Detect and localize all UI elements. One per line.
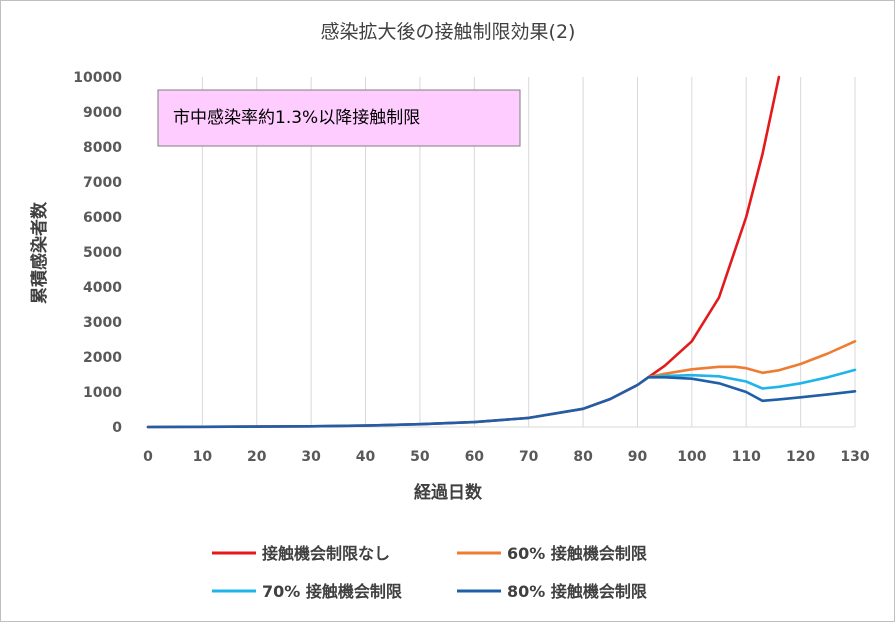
x-tick-label: 0 — [143, 449, 153, 465]
x-tick-label: 10 — [193, 449, 213, 465]
y-tick-label: 2000 — [83, 350, 122, 366]
y-tick-label: 7000 — [83, 175, 122, 191]
y-axis-title: 累積感染者数 — [29, 201, 50, 304]
legend-label: 70% 接触機会制限 — [262, 582, 403, 601]
y-tick-label: 6000 — [83, 210, 122, 226]
y-tick-label: 9000 — [83, 105, 122, 121]
x-tick-label: 120 — [786, 449, 815, 465]
legend: 接触機会制限なし 60% 接触機会制限 70% 接触機会制限 80% 接触機会制限 — [212, 544, 648, 601]
y-tick-label: 5000 — [83, 245, 122, 261]
x-tick-label: 60 — [465, 449, 485, 465]
x-tick-label: 30 — [301, 449, 321, 465]
y-tick-label: 1000 — [83, 385, 122, 401]
x-tick-label: 70 — [519, 449, 539, 465]
series-line-1 — [647, 340, 857, 379]
y-tick-label: 10000 — [73, 70, 122, 86]
x-ticks: 0 10 20 30 40 50 60 70 80 90 100 110 120 130 — [143, 449, 870, 465]
series-group — [146, 75, 857, 429]
x-tick-label: 110 — [732, 449, 761, 465]
annotation-text: 市中感染率約1.3%以降接触制限 — [173, 108, 420, 128]
legend-label: 80% 接触機会制限 — [507, 582, 648, 601]
x-tick-label: 130 — [840, 449, 869, 465]
chart-title: 感染拡大後の接触制限効果(2) — [321, 21, 576, 43]
series-line-2 — [647, 368, 857, 390]
y-tick-label: 3000 — [83, 315, 122, 331]
x-tick-label: 80 — [573, 449, 593, 465]
legend-label: 60% 接触機会制限 — [507, 544, 648, 563]
x-tick-label: 20 — [247, 449, 267, 465]
x-tick-label: 50 — [410, 449, 430, 465]
y-tick-label: 0 — [112, 420, 122, 436]
x-axis-title: 経過日数 — [414, 482, 483, 503]
series-line-3 — [146, 376, 857, 429]
annotation-box — [157, 89, 521, 147]
x-tick-label: 100 — [677, 449, 706, 465]
y-tick-label: 8000 — [83, 140, 122, 156]
x-tick-label: 90 — [628, 449, 648, 465]
y-tick-label: 4000 — [83, 280, 122, 296]
x-tick-label: 40 — [356, 449, 376, 465]
legend-label: 接触機会制限なし — [262, 544, 390, 563]
y-ticks: 0 1000 2000 3000 4000 5000 6000 7000 8000 9000 100… — [73, 70, 122, 436]
